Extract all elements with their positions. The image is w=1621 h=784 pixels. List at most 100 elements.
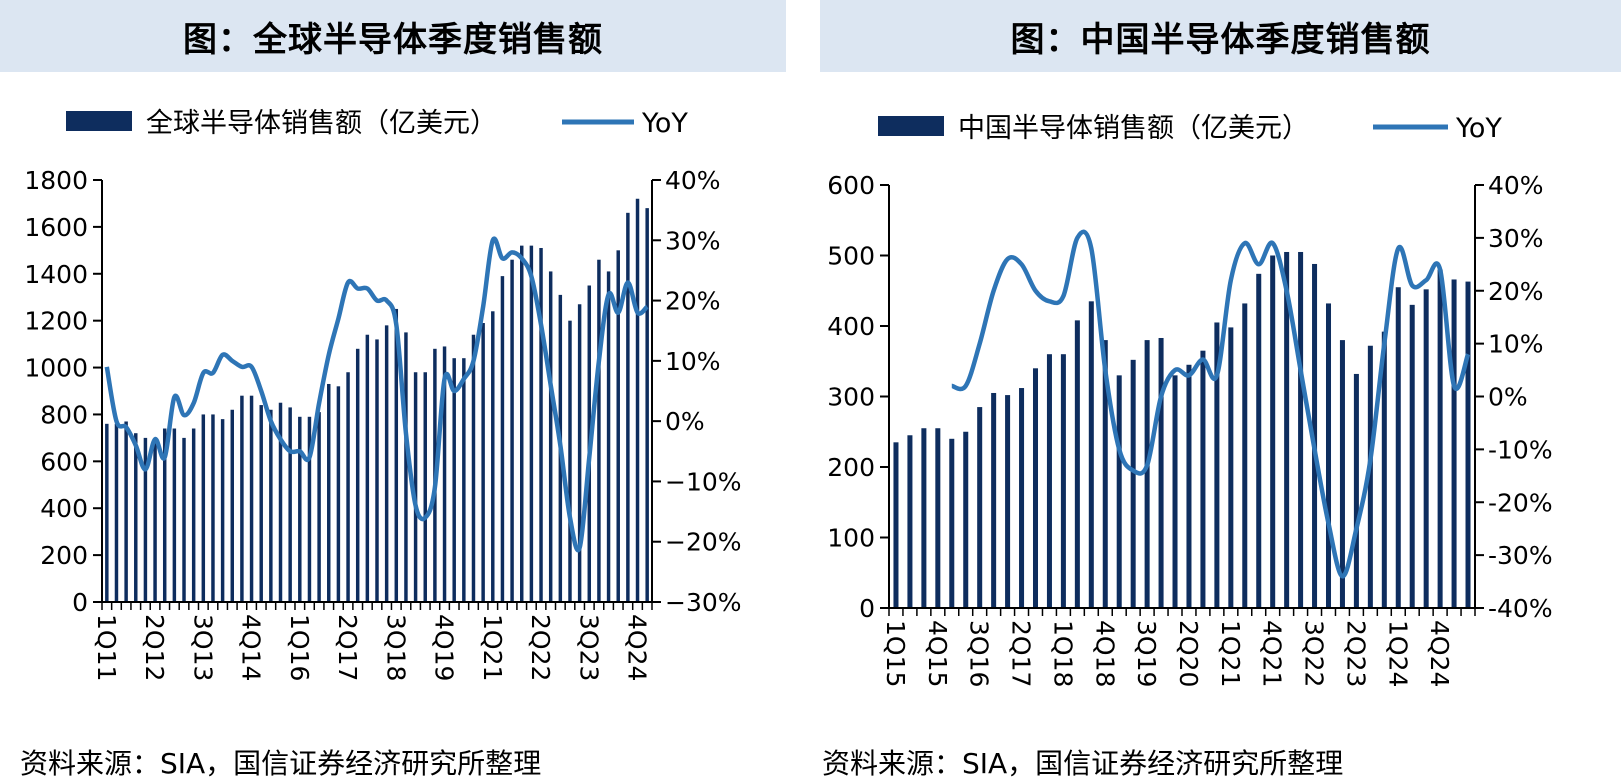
bar: [1381, 331, 1387, 608]
bar: [191, 428, 196, 602]
right-tick-label: 40%: [1488, 171, 1544, 200]
bar: [442, 346, 447, 602]
bar: [346, 372, 350, 602]
chart-title: 图：中国半导体季度销售额: [820, 0, 1621, 72]
chart-panel-global: 图：全球半导体季度销售额 全球半导体销售额（亿美元） YoY 0 200 400 600 8…: [0, 0, 786, 780]
right-tick-label: 20%: [1488, 277, 1544, 306]
bar: [1130, 359, 1136, 608]
bar: [1256, 273, 1262, 608]
bar: [182, 437, 186, 602]
right-tick-label: -10%: [1488, 435, 1553, 464]
bar: [1423, 289, 1429, 608]
bar: [963, 431, 969, 608]
bar: [143, 437, 148, 602]
legend: 中国半导体销售额（亿美元） YoY: [878, 113, 1502, 144]
x-tick-label: 4Q24: [1425, 620, 1454, 687]
left-tick-label: 600: [40, 447, 88, 476]
x-tick-label: 3Q13: [188, 614, 217, 681]
bar: [404, 332, 408, 602]
bar: [568, 320, 572, 602]
bar: [423, 372, 427, 602]
legend: 全球半导体销售额（亿美元） YoY: [66, 108, 688, 139]
right-tick-label: 0%: [1488, 383, 1528, 412]
bar: [1437, 269, 1443, 608]
bar: [240, 395, 244, 602]
x-tick-label: 1Q24: [1383, 620, 1412, 687]
bar: [230, 409, 234, 602]
bar: [1465, 281, 1471, 608]
bar: [1284, 251, 1290, 609]
bar: [355, 348, 360, 602]
right-tick-label: 0%: [665, 407, 705, 436]
x-tick-label: 1Q11: [92, 614, 121, 681]
x-tick-label: 3Q22: [1300, 620, 1329, 687]
left-tick-label: 600: [827, 171, 875, 200]
bar: [1060, 354, 1066, 608]
x-tick-label: 1Q16: [285, 614, 314, 681]
bar: [548, 271, 553, 602]
bar: [500, 276, 505, 602]
x-tick-label: 2Q23: [1341, 620, 1370, 687]
legend-line-label: YoY: [641, 108, 688, 139]
bar: [162, 428, 167, 602]
bar: [259, 405, 263, 602]
bar: [597, 259, 601, 602]
bar: [1409, 304, 1415, 608]
x-tick-label: 3Q23: [574, 614, 603, 681]
bar: [298, 416, 302, 602]
left-tick-label: 1200: [24, 307, 88, 336]
bar: [124, 421, 128, 602]
bar: [1172, 375, 1178, 608]
bar: [452, 358, 456, 602]
legend-bar-swatch: [878, 116, 944, 136]
bar: [1353, 373, 1359, 608]
source-note: 资料来源：SIA，国信证券经济研究所整理: [822, 747, 1344, 780]
source-note: 资料来源：SIA，国信证券经济研究所整理: [20, 747, 542, 780]
x-tick-label: 1Q15: [881, 620, 910, 687]
bar: [172, 428, 177, 602]
bar: [921, 428, 927, 608]
bar: [134, 433, 138, 602]
bar: [269, 409, 273, 602]
bar: [365, 334, 370, 602]
bar: [1144, 340, 1150, 608]
bar: [1395, 287, 1401, 608]
bar: [307, 416, 312, 602]
bar: [893, 442, 899, 608]
legend-bar-label: 中国半导体销售额（亿美元）: [958, 113, 1309, 144]
bar: [635, 198, 640, 602]
right-tick-label: -20%: [1488, 488, 1553, 517]
bar: [1005, 395, 1011, 608]
bar: [1200, 350, 1206, 608]
bar: [462, 358, 466, 602]
bar: [1339, 340, 1345, 608]
x-tick-label: 3Q16: [965, 620, 994, 687]
bar: [413, 372, 418, 602]
yoy-line: [951, 229, 1471, 579]
x-tick-label: 3Q19: [1132, 620, 1161, 687]
x-tick-label: 1Q18: [1048, 620, 1077, 687]
left-tick-label: 1000: [24, 354, 88, 383]
right-tick-label: 10%: [1488, 330, 1544, 359]
bar: [616, 250, 620, 602]
left-tick-label: 1800: [24, 166, 88, 195]
bar: [105, 423, 109, 602]
left-tick-label: 100: [827, 524, 875, 553]
bar: [529, 245, 534, 602]
x-tick-label: 2Q17: [1007, 620, 1036, 687]
x-tick-label: 4Q24: [623, 614, 652, 681]
bar: [336, 386, 341, 602]
bar: [211, 414, 215, 602]
bar: [1158, 337, 1164, 608]
left-tick-label: 200: [827, 453, 875, 482]
bar: [1312, 263, 1318, 608]
bar: [1298, 251, 1304, 609]
x-tick-label: 2Q20: [1174, 620, 1203, 687]
bar: [153, 437, 157, 602]
bar: [375, 339, 379, 602]
bar: [201, 414, 206, 602]
left-tick-label: 400: [40, 494, 88, 523]
legend-line-label: YoY: [1455, 113, 1502, 144]
left-tick-label: 0: [859, 594, 875, 623]
x-tick-label: 2Q17: [333, 614, 362, 681]
